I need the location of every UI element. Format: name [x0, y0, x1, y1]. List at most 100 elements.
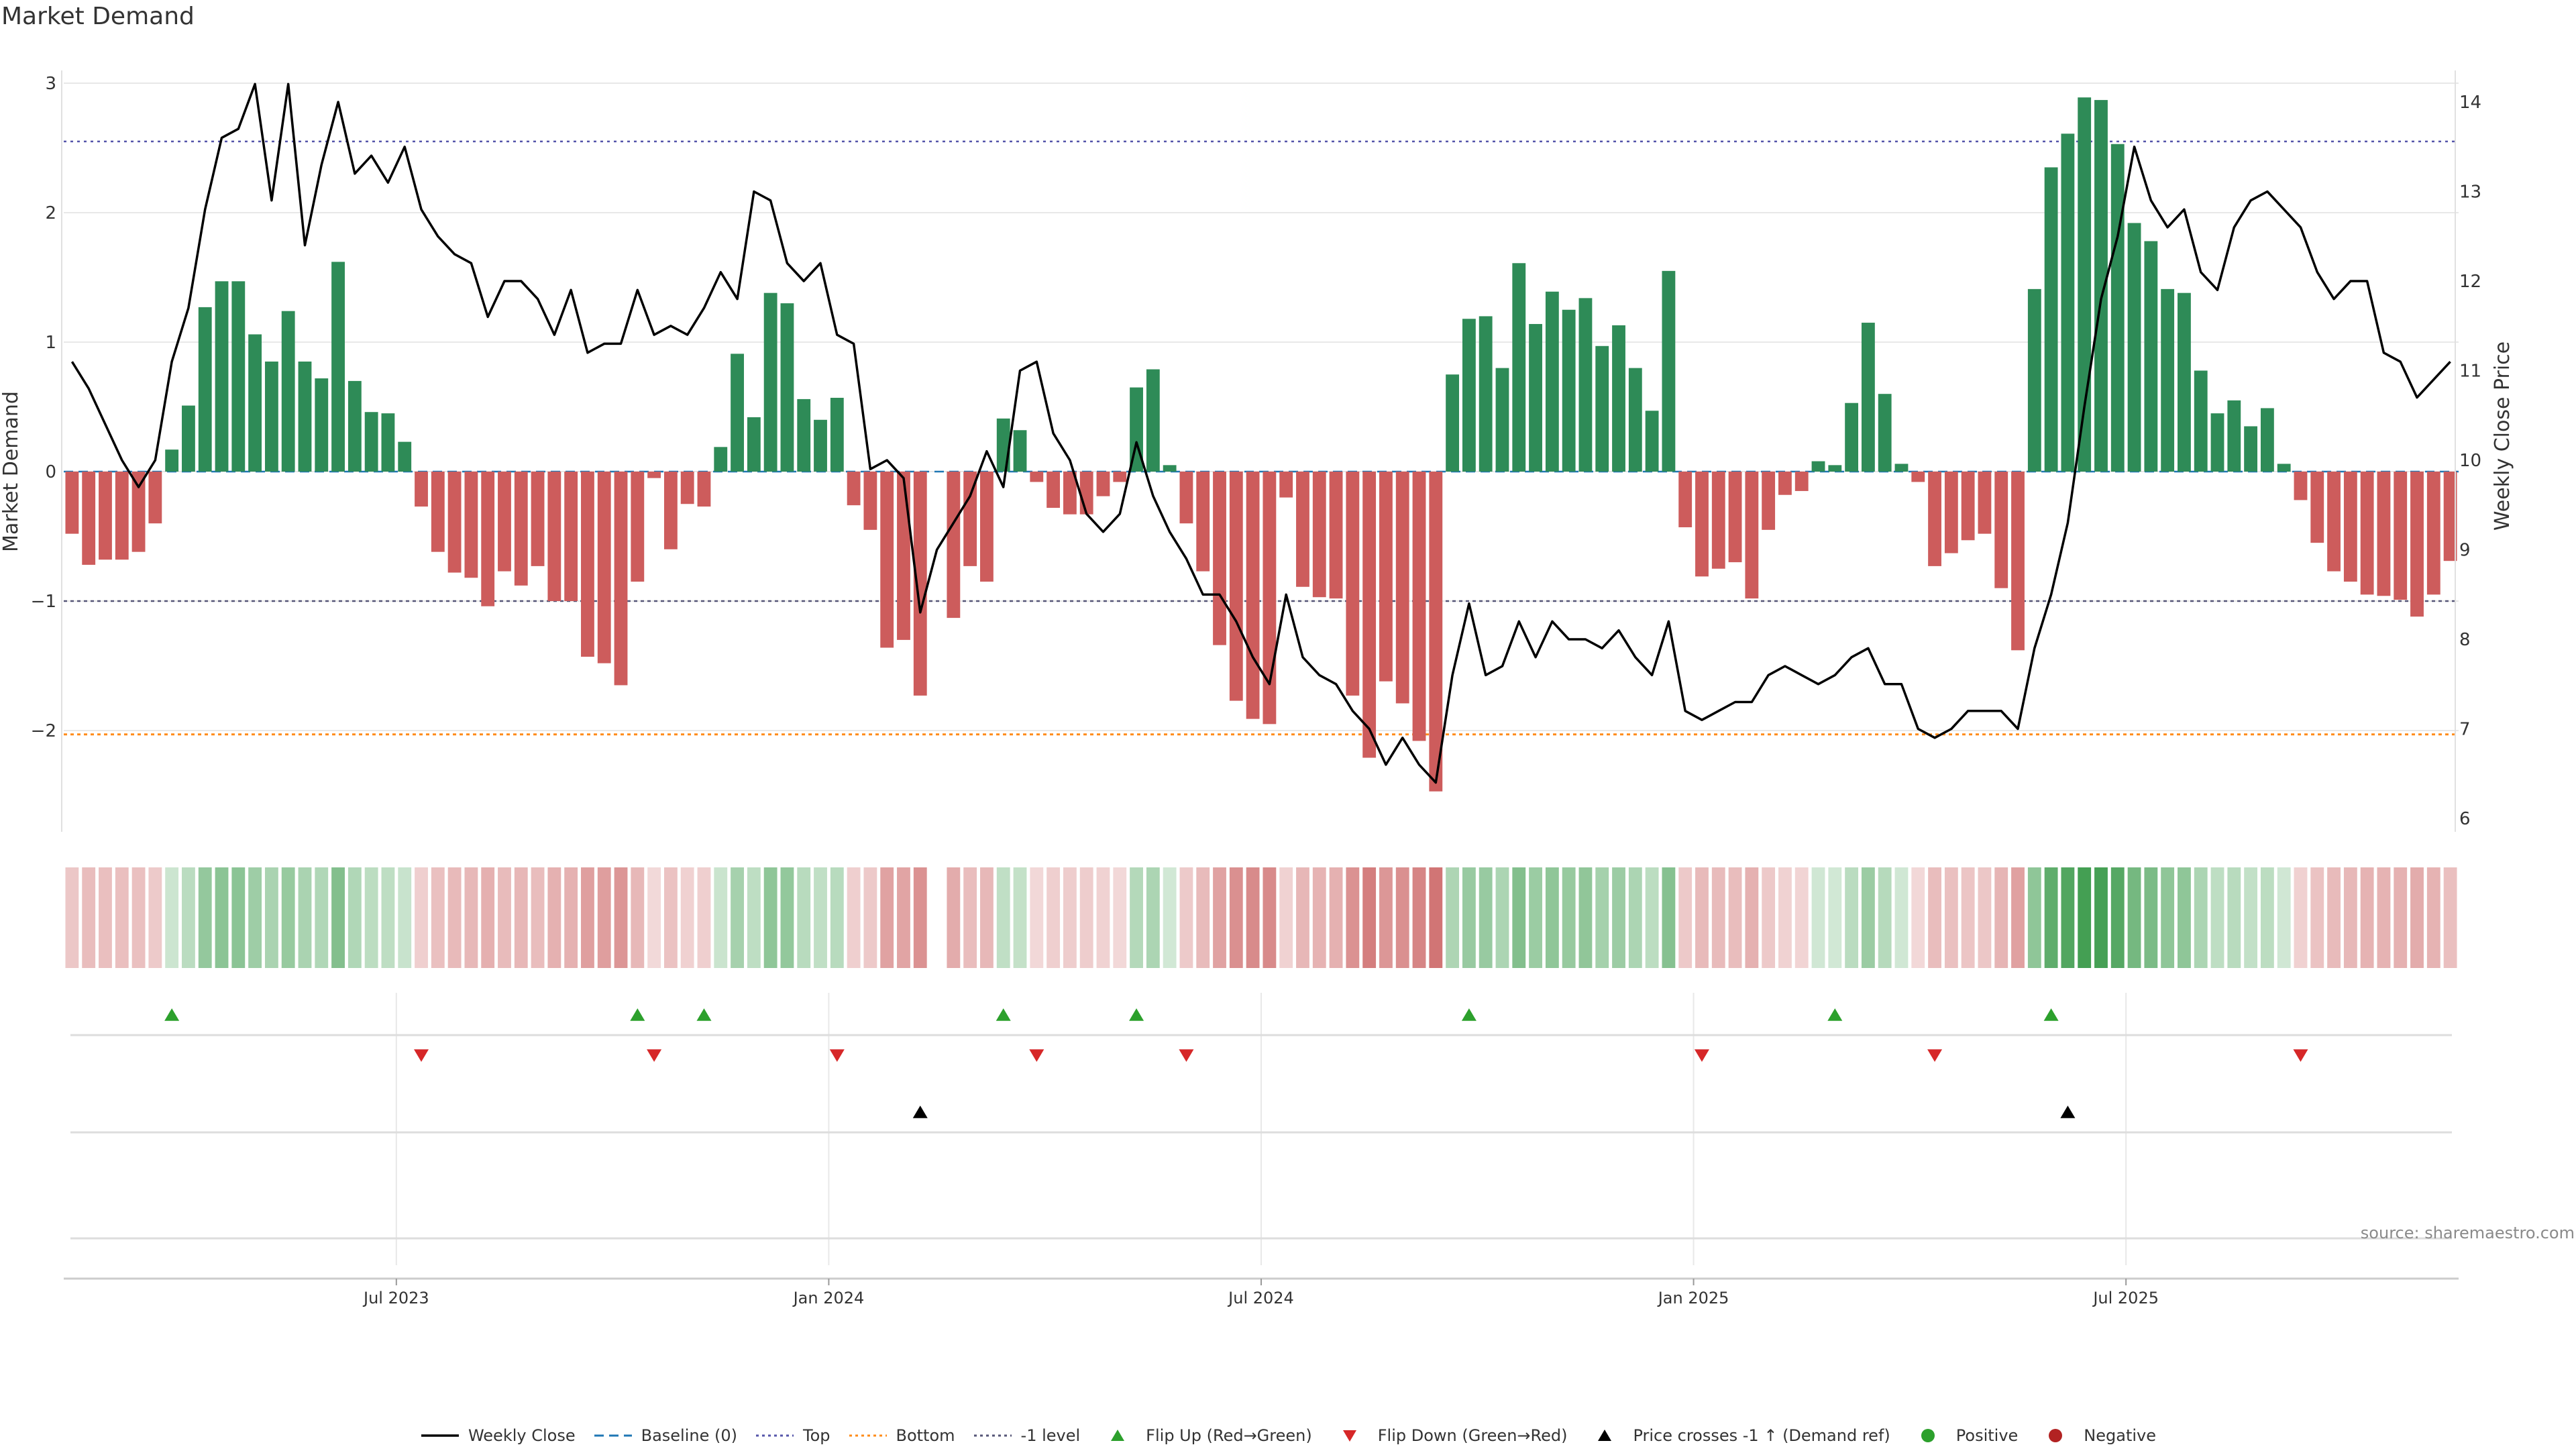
demand-bar — [597, 472, 611, 663]
demand-bar — [1678, 472, 1693, 527]
demand-bar — [1994, 472, 2008, 588]
heat-cell — [830, 867, 844, 968]
dotted-line-icon — [848, 1426, 888, 1445]
demand-bar — [514, 472, 528, 586]
heat-cell — [1595, 867, 1609, 968]
heat-cell — [1429, 867, 1443, 968]
heat-cell — [1379, 867, 1393, 968]
x-tick-label: Jul 2025 — [2092, 1289, 2159, 1307]
heat-cell — [2310, 867, 2324, 968]
heat-cell — [2227, 867, 2241, 968]
price-cross-marker — [2060, 1106, 2076, 1118]
y-tick-label: −1 — [31, 592, 56, 612]
solid-line-icon — [420, 1426, 460, 1445]
legend-label: -1 level — [1020, 1426, 1081, 1445]
demand-bar — [2210, 413, 2224, 472]
heat-cell — [2377, 867, 2391, 968]
demand-bar — [1695, 472, 1709, 577]
demand-bar — [1196, 472, 1210, 572]
heat-cell — [1728, 867, 1742, 968]
heat-cell — [1878, 867, 1892, 968]
demand-bar — [1030, 472, 1044, 482]
demand-bar — [1013, 430, 1027, 472]
heat-cell — [2394, 867, 2408, 968]
demand-bar — [731, 354, 744, 472]
circle-icon — [2035, 1426, 2076, 1445]
demand-bar — [1246, 472, 1260, 719]
legend-item: Weekly Close — [420, 1426, 576, 1445]
demand-bar — [2310, 472, 2324, 543]
legend-label: Flip Down (Green→Red) — [1377, 1426, 1568, 1445]
demand-bar — [2061, 133, 2075, 472]
heat-cell — [1096, 867, 1110, 968]
demand-bar — [697, 472, 711, 507]
demand-bar — [1479, 316, 1493, 472]
demand-bar — [331, 262, 345, 472]
y-right-axis-label: Weekly Close Price — [2491, 341, 2514, 531]
heat-cell — [1213, 867, 1226, 968]
legend-label: Top — [803, 1426, 830, 1445]
demand-bar — [1645, 411, 1659, 472]
demand-bar — [614, 472, 628, 686]
demand-bar — [1545, 291, 1559, 472]
heat-cell — [1811, 867, 1825, 968]
heat-cell — [731, 867, 744, 968]
heat-cell — [148, 867, 162, 968]
heat-cell — [2027, 867, 2041, 968]
heat-cell — [464, 867, 478, 968]
heat-cell — [2061, 867, 2075, 968]
demand-bar — [1512, 263, 1526, 472]
demand-bar — [2327, 472, 2341, 572]
flip-down-marker — [1694, 1049, 1709, 1062]
heat-cell — [1678, 867, 1693, 968]
y-right-tick-label: 8 — [2459, 630, 2471, 650]
heat-cell — [647, 867, 661, 968]
demand-bar — [264, 361, 278, 472]
y-tick-label: −2 — [31, 721, 56, 741]
demand-bar — [415, 472, 428, 507]
demand-bar — [2260, 408, 2274, 472]
price-cross-marker — [912, 1106, 928, 1118]
legend-label: Weekly Close — [468, 1426, 576, 1445]
heat-cell — [1645, 867, 1659, 968]
heat-cell — [780, 867, 794, 968]
demand-bar — [1944, 472, 1958, 553]
heat-cell — [99, 867, 112, 968]
demand-bar — [464, 472, 478, 578]
heat-cell — [1130, 867, 1143, 968]
heat-cell — [2443, 867, 2457, 968]
demand-bar — [2294, 472, 2308, 500]
heat-cell — [1545, 867, 1559, 968]
legend-item: Price crosses -1 ↑ (Demand ref) — [1585, 1426, 1890, 1445]
demand-bar — [2027, 288, 2041, 472]
demand-bar — [531, 472, 545, 566]
demand-bar — [215, 281, 229, 472]
dotted-line-icon — [973, 1426, 1013, 1445]
legend-item: Flip Up (Red→Green) — [1097, 1426, 1312, 1445]
weekly-close-line — [70, 83, 2451, 784]
heat-cell — [1911, 867, 1925, 968]
heat-cell — [1179, 867, 1193, 968]
flip-up-marker — [1827, 1008, 1843, 1021]
demand-bar — [1928, 472, 1941, 566]
demand-bar — [148, 472, 162, 524]
flip-up-marker — [164, 1008, 180, 1021]
demand-bar — [1828, 465, 1842, 472]
heat-cell — [614, 867, 628, 968]
heat-cell — [2244, 867, 2258, 968]
legend-item: Top — [755, 1426, 830, 1445]
heat-cell — [996, 867, 1010, 968]
heat-cell — [1296, 867, 1309, 968]
demand-bar — [1379, 472, 1393, 682]
demand-bar — [1096, 472, 1110, 496]
y-axis-label: Market Demand — [0, 391, 23, 552]
heat-cell — [2144, 867, 2158, 968]
heat-cell — [215, 867, 229, 968]
heat-cell — [1695, 867, 1709, 968]
heat-cell — [814, 867, 827, 968]
demand-bar — [564, 472, 578, 601]
y-right-tick-label: 7 — [2459, 720, 2471, 740]
heat-cell — [1762, 867, 1776, 968]
demand-bar — [547, 472, 561, 601]
heat-cell — [1944, 867, 1958, 968]
